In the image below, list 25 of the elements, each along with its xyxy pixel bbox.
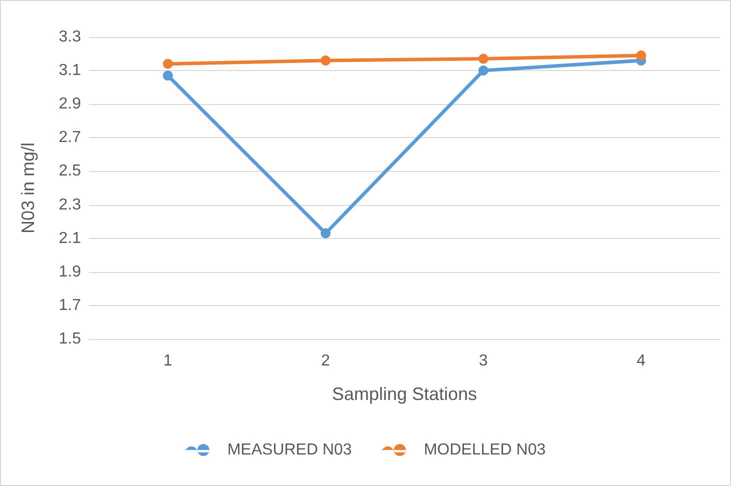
y-tick-label: 1.5	[58, 330, 82, 348]
point	[636, 50, 646, 60]
x-tick-label: 4	[636, 352, 646, 370]
point	[162, 70, 173, 81]
y-tick-label: 2.7	[58, 129, 82, 146]
y-tick-label: 2.9	[58, 96, 82, 113]
point	[478, 66, 488, 76]
x-tick-label: 3	[478, 352, 488, 370]
y-tick-label: 2.1	[58, 230, 82, 247]
x-tick-label: 1	[163, 352, 172, 370]
point	[320, 228, 331, 238]
legend-label: MEASURED N03	[227, 442, 352, 458]
point	[478, 54, 488, 64]
point	[162, 58, 173, 69]
y-tick-label: 2.5	[58, 162, 82, 180]
y-tick-label: 3.3	[58, 28, 82, 46]
y-tick-label: 2.3	[58, 196, 82, 214]
legend-label: MODELLED N03	[424, 442, 546, 458]
y-tick-label: 3.1	[58, 62, 82, 80]
y-tick-label: 1.9	[58, 263, 82, 280]
x-tick-label: 2	[321, 352, 330, 370]
y-tick-label: 1.7	[58, 296, 82, 314]
y-axis-title: N03 in mg/l	[18, 142, 38, 234]
x-axis-title: Sampling Stations	[332, 384, 478, 404]
point	[320, 55, 331, 66]
